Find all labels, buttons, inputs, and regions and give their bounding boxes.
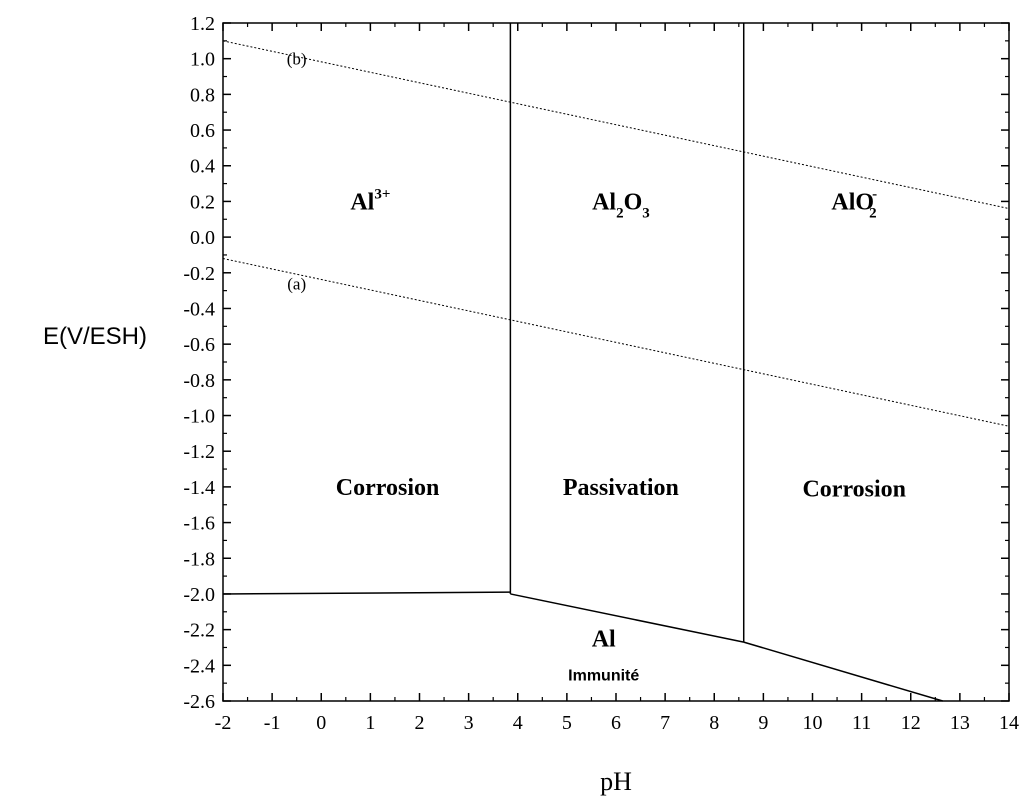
y-tick-label: 0.4 <box>190 156 215 178</box>
species-main: O <box>624 189 643 215</box>
water-line-b <box>222 40 1010 210</box>
species-main: AlO <box>831 189 874 215</box>
x-tick-label: -2 <box>215 712 232 734</box>
species-label: Al3+ <box>350 186 390 215</box>
x-tick-label: 14 <box>999 712 1019 734</box>
x-tick-label: 0 <box>316 712 326 734</box>
boundary-al-al2o3 <box>510 593 744 643</box>
species-subscript: 2 <box>869 205 877 221</box>
y-tick-label: 1.0 <box>190 49 215 71</box>
species-label: Al <box>592 627 616 653</box>
y-tick-label: 0.0 <box>190 227 215 249</box>
region-name-label: Passivation <box>563 475 679 501</box>
species-subscript: 3 <box>642 205 650 221</box>
x-tick-label: 12 <box>901 712 921 734</box>
y-axis-label: E(V/ESH) <box>43 323 147 350</box>
boundary-al-al3 <box>222 591 511 595</box>
y-tick-label: -0.2 <box>183 263 215 285</box>
species-superscript: 3+ <box>374 186 390 202</box>
y-tick-label: -2.2 <box>183 620 215 642</box>
y-tick-label: 0.8 <box>190 84 215 106</box>
x-tick-label: 8 <box>709 712 719 734</box>
x-tick-label: 4 <box>513 712 523 734</box>
y-tick-label: -0.4 <box>183 298 215 320</box>
x-tick-label: 2 <box>415 712 425 734</box>
y-tick-label: -1.0 <box>183 406 215 428</box>
y-tick-label: -2.6 <box>183 691 215 713</box>
x-tick-label: 5 <box>562 712 572 734</box>
x-tick-label: 7 <box>660 712 670 734</box>
region-name-label: Immunité <box>568 667 639 684</box>
x-tick-label: -1 <box>264 712 281 734</box>
diagram-lines: (b) (a) <box>222 23 1010 702</box>
water-line-label: (b) <box>287 50 307 69</box>
x-tick-label: 10 <box>803 712 823 734</box>
region-name-label: Corrosion <box>802 477 906 503</box>
region-name-label: Corrosion <box>336 475 440 501</box>
y-tick-label: 1.2 <box>190 13 215 35</box>
species-main: Al <box>592 189 616 215</box>
x-tick-label: 9 <box>758 712 768 734</box>
x-tick-label: 3 <box>464 712 474 734</box>
x-tick-label: 13 <box>950 712 970 734</box>
water-line-label: (a) <box>287 274 306 293</box>
water-line-a <box>222 258 1010 427</box>
y-tick-label: -0.8 <box>183 370 215 392</box>
species-main: Al <box>592 627 616 653</box>
x-tick-label: 6 <box>611 712 621 734</box>
x-tick-label: 11 <box>852 712 871 734</box>
y-tick-label: -1.4 <box>183 477 215 499</box>
y-tick-label: -1.8 <box>183 548 215 570</box>
region-labels: Al3+CorrosionAl2O3PassivationAlO-2Corros… <box>336 186 906 684</box>
species-label: AlO- 2 <box>831 186 877 221</box>
species-main: Al <box>350 189 374 215</box>
y-tick-label: -1.6 <box>183 513 215 535</box>
y-tick-label: 0.6 <box>190 120 215 142</box>
boundary-al-alo2 <box>743 641 943 702</box>
axes: -2 -1 0 1 2 3 4 5 6 7 8 9 10 11 12 13 141.21.00.80.60.40… <box>183 13 1019 734</box>
species-subscript: 2 <box>616 205 624 221</box>
y-tick-label: -1.2 <box>183 441 215 463</box>
y-tick-label: 0.2 <box>190 191 215 213</box>
y-tick-label: -2.0 <box>183 584 215 606</box>
y-tick-label: -2.4 <box>183 655 215 677</box>
species-label: Al2O3 <box>592 189 650 221</box>
x-tick-label: 1 <box>365 712 375 734</box>
species-superscript: - <box>872 186 877 202</box>
x-axis-label: pH <box>600 767 632 796</box>
y-tick-label: -0.6 <box>183 334 215 356</box>
